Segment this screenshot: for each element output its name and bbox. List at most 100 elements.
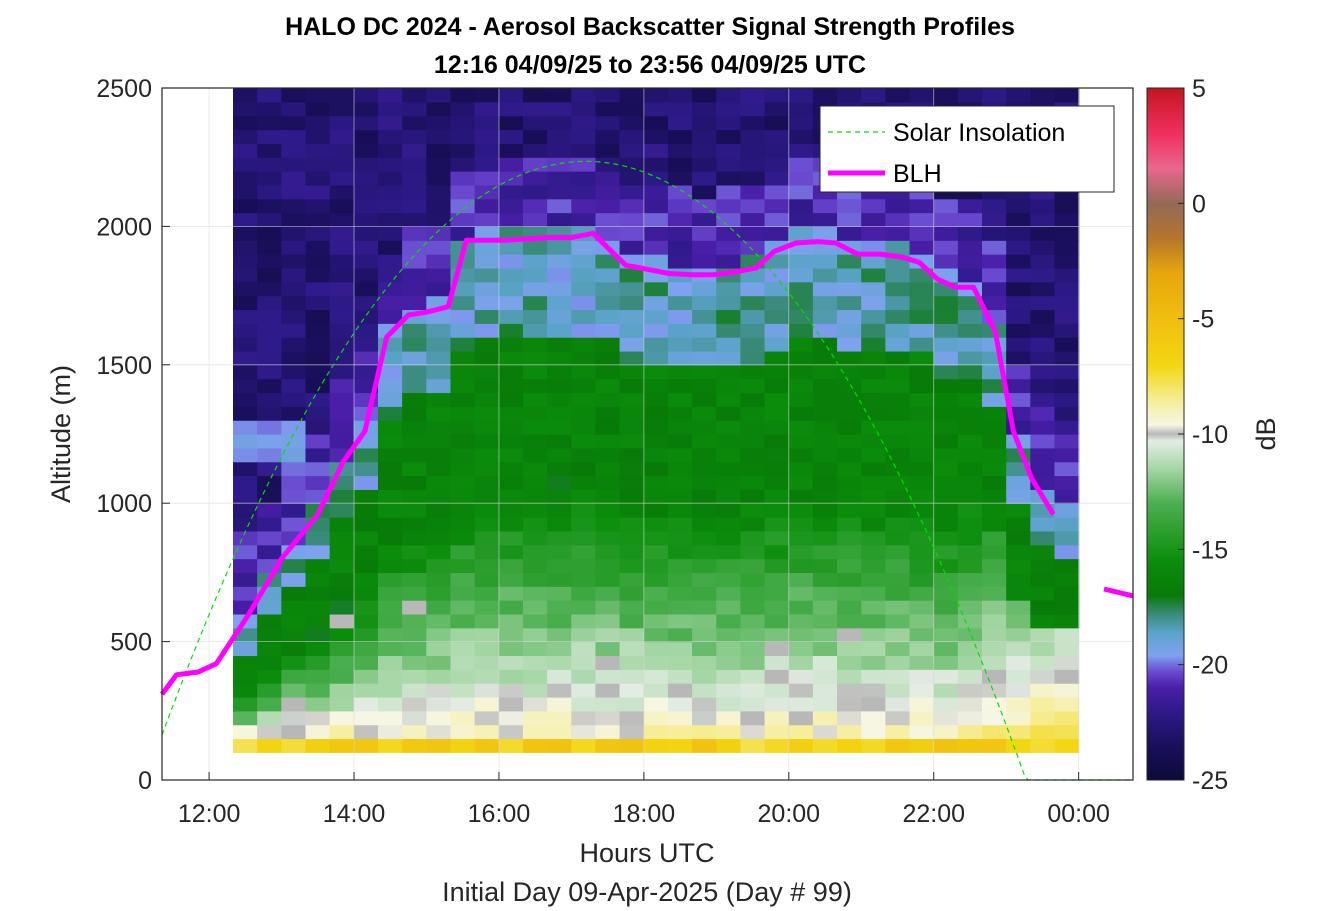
heatmap-cell: [233, 143, 258, 158]
heatmap-cell: [885, 295, 911, 311]
heatmap-cell: [885, 378, 911, 394]
heatmap-cell: [933, 627, 959, 643]
heatmap-cell: [885, 503, 911, 518]
heatmap-cell: [257, 364, 282, 380]
heatmap-cell: [353, 309, 379, 324]
heatmap-cell: [837, 475, 862, 490]
heatmap-cell: [571, 489, 597, 504]
heatmap-cell: [1006, 212, 1031, 227]
heatmap-cell: [933, 392, 959, 407]
heatmap-cell: [740, 101, 766, 117]
heatmap-cell: [281, 517, 307, 532]
heatmap-cell: [692, 641, 717, 657]
heatmap-cell: [353, 281, 379, 297]
heatmap-cell: [1006, 240, 1031, 255]
heatmap-cell: [716, 461, 741, 477]
heatmap-cell: [595, 669, 621, 684]
heatmap-cell: [595, 212, 621, 227]
heatmap-cell: [933, 378, 959, 394]
heatmap-cell: [595, 198, 621, 214]
heatmap-cell: [426, 350, 452, 366]
heatmap-cell: [692, 613, 717, 629]
heatmap-cell: [619, 281, 645, 297]
heatmap-cell: [522, 627, 548, 643]
heatmap-cell: [861, 350, 886, 366]
heatmap-cell: [426, 641, 452, 657]
heatmap-cell: [402, 198, 427, 214]
heatmap-cell: [692, 461, 717, 477]
heatmap-cell: [353, 254, 379, 269]
heatmap-cell: [619, 613, 645, 629]
heatmap-cell: [764, 724, 790, 740]
heatmap-cell: [426, 586, 452, 601]
heatmap-cell: [522, 683, 548, 698]
heatmap-cell: [353, 184, 379, 200]
heatmap-cell: [474, 337, 500, 352]
heatmap-cell: [474, 212, 500, 227]
heatmap-cell: [957, 295, 983, 311]
heatmap-cell: [547, 696, 572, 712]
heatmap-cell: [426, 434, 452, 449]
heatmap-cell: [450, 406, 476, 421]
heatmap-cell: [329, 350, 355, 366]
heatmap-cell: [933, 364, 959, 380]
heatmap-cell: [812, 406, 838, 421]
heatmap-cell: [426, 198, 452, 214]
heatmap-cell: [643, 254, 669, 269]
heatmap-cell: [764, 641, 790, 657]
heatmap-cell: [692, 212, 717, 227]
heatmap-cell: [305, 544, 331, 560]
heatmap-cell: [353, 489, 379, 504]
heatmap-cell: [547, 406, 572, 421]
heatmap-cell: [377, 669, 403, 684]
heatmap-cell: [692, 226, 717, 241]
heatmap-cell: [547, 267, 572, 283]
heatmap-cell: [788, 530, 814, 546]
heatmap-cell: [957, 489, 983, 504]
heatmap-cell: [547, 475, 572, 490]
heatmap-cell: [716, 558, 741, 573]
heatmap-cell: [547, 323, 572, 338]
heatmap-cell: [547, 586, 572, 601]
heatmap-cell: [257, 461, 282, 477]
x-tick-label: 12:00: [178, 800, 241, 828]
heatmap-cell: [522, 101, 548, 117]
heatmap-cell: [571, 517, 597, 532]
heatmap-cell: [547, 641, 572, 657]
heatmap-cell: [281, 600, 307, 615]
heatmap-cell: [305, 724, 331, 740]
heatmap-cell: [571, 378, 597, 394]
heatmap-cell: [619, 198, 645, 214]
heatmap-cell: [1030, 364, 1056, 380]
heatmap-cell: [740, 184, 766, 200]
heatmap-cell: [957, 337, 983, 352]
heatmap-cell: [667, 323, 693, 338]
heatmap-cell: [1030, 309, 1056, 324]
heatmap-cell: [957, 198, 983, 214]
heatmap-cell: [547, 337, 572, 352]
heatmap-cell: [353, 503, 379, 518]
heatmap-cell: [402, 475, 427, 490]
colorbar-tick-label: -5: [1192, 306, 1214, 334]
heatmap-cell: [498, 710, 524, 726]
heatmap-cell: [716, 240, 741, 255]
heatmap-cell: [329, 586, 355, 601]
heatmap-cell: [281, 406, 307, 421]
heatmap-cell: [619, 572, 645, 587]
heatmap-cell: [667, 115, 693, 131]
heatmap-cell: [812, 226, 838, 241]
heatmap-cell: [353, 129, 379, 144]
heatmap-cell: [257, 392, 282, 407]
heatmap-cell: [861, 544, 886, 560]
heatmap-cell: [982, 281, 1007, 297]
heatmap-cell: [233, 281, 258, 297]
heatmap-cell: [426, 724, 452, 740]
colorbar: 50-5-10-15-20-25 dB: [1146, 75, 1281, 795]
heatmap-cell: [861, 572, 886, 587]
heatmap-cell: [885, 212, 911, 227]
heatmap-cell: [595, 309, 621, 324]
heatmap-cell: [1030, 544, 1056, 560]
heatmap-cell: [764, 281, 790, 297]
heatmap-cell: [740, 447, 766, 463]
heatmap-cell: [402, 115, 427, 131]
